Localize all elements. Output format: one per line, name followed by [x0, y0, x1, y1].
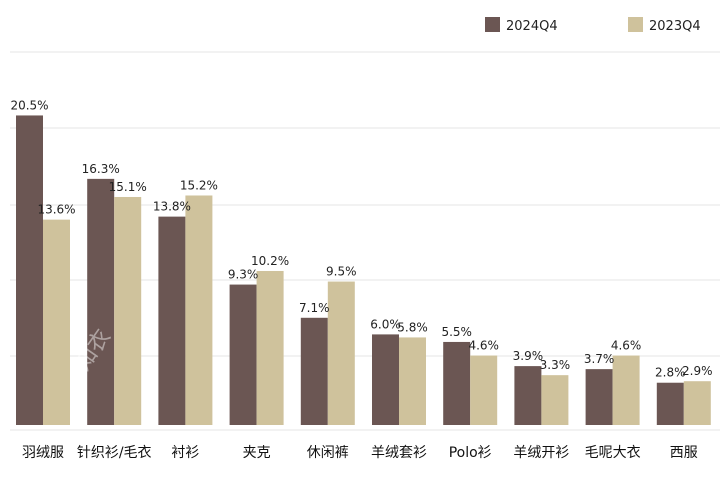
value-label: 9.5% [326, 265, 357, 279]
category-label: 羊绒套衫 [371, 445, 427, 461]
value-label: 13.8% [153, 200, 191, 214]
bar-2024Q4-4 [300, 317, 328, 425]
category-label: 毛呢大衣 [585, 445, 641, 461]
bar-2023Q4-1 [114, 196, 142, 425]
legend-swatch [485, 17, 500, 32]
legend-swatch [628, 17, 643, 32]
bars [16, 115, 711, 425]
legend-label: 2024Q4 [506, 19, 558, 34]
value-label: 4.6% [611, 339, 642, 353]
bar-2023Q4-8 [612, 355, 640, 425]
category-label: Polo衫 [449, 445, 492, 461]
bar-2024Q4-2 [158, 216, 186, 425]
bar-2023Q4-3 [256, 270, 284, 425]
bar-2023Q4-4 [327, 281, 355, 425]
category-label: 羽绒服 [22, 445, 64, 461]
bar-2024Q4-5 [372, 334, 399, 425]
bar-2023Q4-2 [185, 195, 213, 425]
value-label: 20.5% [10, 98, 48, 112]
bar-2024Q4-3 [229, 284, 257, 425]
value-label: 3.7% [584, 352, 615, 366]
value-labels: 20.5% 13.6% 16.3% 15.1% 13.8% 15.2% 9.3%10.2% 7… [10, 98, 712, 379]
category-label: 衬衫 [171, 445, 199, 461]
value-label: 5.8% [397, 320, 428, 334]
value-label: 16.3% [82, 162, 120, 176]
value-label: 3.3% [540, 358, 571, 372]
bar-2023Q4-5 [399, 337, 426, 425]
category-label: 羊绒开衫 [513, 445, 569, 461]
category-labels: 羽绒服 针织衫/毛衣 衬衫 夹克 休闲裤 羊绒套衫 Polo衫 羊绒开衫 毛呢大衣 西服 [22, 445, 698, 461]
value-label: 10.2% [251, 254, 289, 268]
value-label: 6.0% [370, 317, 401, 331]
value-label: 5.5% [441, 325, 472, 339]
value-label: 3.9% [513, 349, 544, 363]
bar-2024Q4-7 [514, 366, 542, 425]
bar-2024Q4-6 [443, 341, 471, 425]
legend: 2024Q4 2023Q4 [485, 17, 701, 34]
bar-2023Q4-9 [683, 381, 711, 425]
value-label: 4.6% [468, 339, 499, 353]
value-label: 2.8% [655, 366, 686, 380]
legend-label: 2023Q4 [649, 19, 701, 34]
category-label: 夹克 [243, 445, 271, 461]
bar-2024Q4-8 [585, 369, 613, 425]
value-label: 15.2% [180, 178, 218, 192]
bar-2024Q4-9 [656, 382, 684, 425]
category-label: 西服 [670, 445, 698, 461]
value-label: 2.9% [682, 364, 713, 378]
value-label: 15.1% [109, 180, 147, 194]
category-label: 针织衫/毛衣 [77, 445, 152, 461]
bar-2023Q4-6 [470, 355, 498, 425]
bar-2024Q4-1 [87, 178, 115, 425]
bar-2023Q4-7 [541, 375, 569, 425]
value-label: 13.6% [37, 203, 75, 217]
bar-2024Q4-0 [16, 115, 43, 425]
bar-2023Q4-0 [43, 219, 70, 425]
value-label: 7.1% [299, 301, 330, 315]
category-label: 休闲裤 [307, 445, 349, 461]
value-label: 9.3% [228, 268, 259, 282]
